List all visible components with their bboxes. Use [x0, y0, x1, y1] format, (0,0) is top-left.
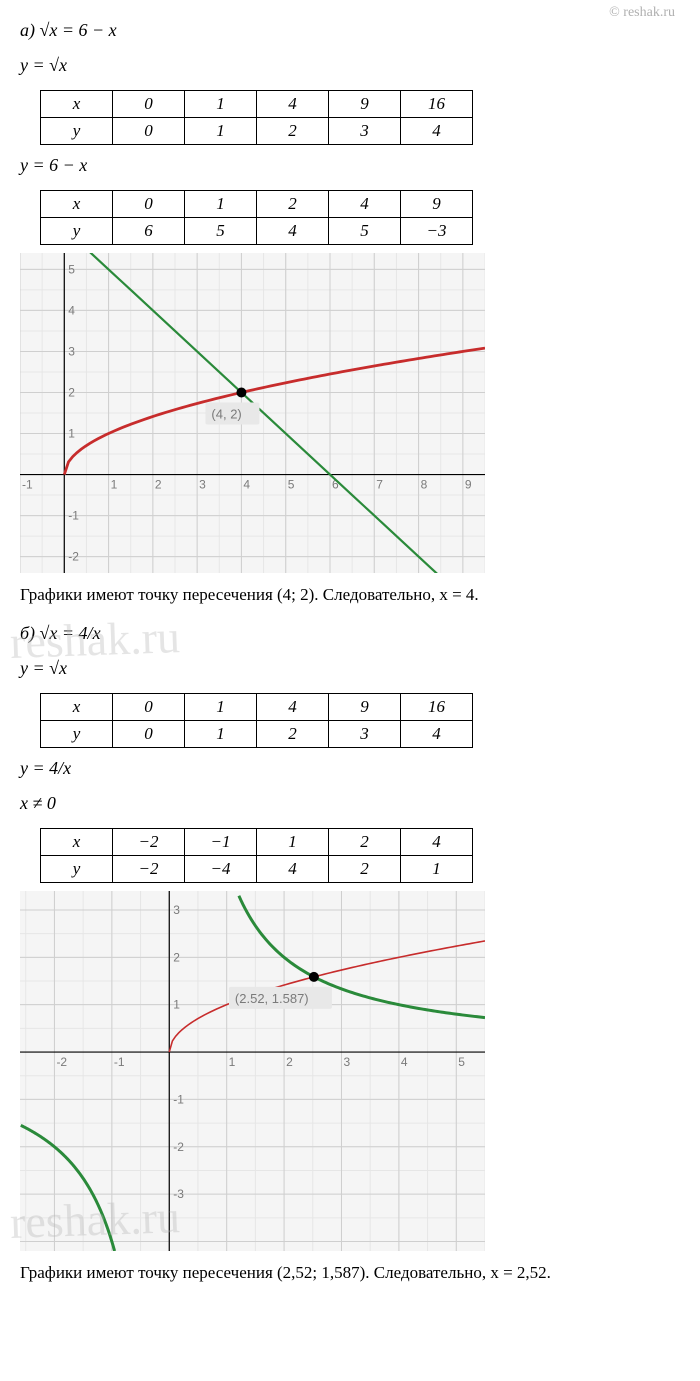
svg-text:9: 9: [465, 478, 472, 492]
part-b-constraint: x ≠ 0: [20, 793, 680, 814]
table-cell: 3: [329, 721, 401, 748]
watermark-top: © reshak.ru: [609, 5, 675, 21]
table-cell: 1: [185, 694, 257, 721]
table-cell: 0: [113, 191, 185, 218]
svg-text:1: 1: [229, 1055, 236, 1069]
svg-text:1: 1: [68, 427, 75, 441]
table-cell: x: [41, 91, 113, 118]
table-cell: y: [41, 856, 113, 883]
svg-text:2: 2: [286, 1055, 293, 1069]
table-cell: 3: [329, 118, 401, 145]
svg-text:4: 4: [243, 478, 250, 492]
part-b-table2: x−2−1124y−2−4421: [40, 828, 680, 883]
part-b-eq2: y = 4/x: [20, 758, 680, 779]
table-cell: 9: [401, 191, 473, 218]
svg-text:2: 2: [68, 385, 75, 399]
table-cell: y: [41, 218, 113, 245]
svg-text:2: 2: [155, 478, 162, 492]
svg-text:1: 1: [111, 478, 118, 492]
svg-text:5: 5: [458, 1055, 465, 1069]
svg-text:3: 3: [68, 344, 75, 358]
part-a-label: а) √x = 6 − x: [20, 20, 680, 41]
table-cell: 1: [401, 856, 473, 883]
svg-text:8: 8: [421, 478, 428, 492]
table-cell: 9: [329, 694, 401, 721]
svg-text:2: 2: [173, 950, 180, 964]
svg-text:-1: -1: [22, 478, 33, 492]
table-cell: 4: [257, 694, 329, 721]
svg-text:5: 5: [68, 262, 75, 276]
table-cell: 2: [257, 118, 329, 145]
table-cell: 2: [329, 856, 401, 883]
table-cell: 16: [401, 91, 473, 118]
table-cell: 4: [401, 118, 473, 145]
part-a-table2: x01249y6545−3: [40, 190, 680, 245]
table-cell: 4: [257, 91, 329, 118]
table-cell: y: [41, 721, 113, 748]
table-cell: −3: [401, 218, 473, 245]
part-b-eq1: y = √x: [20, 658, 680, 679]
table-cell: −1: [185, 829, 257, 856]
part-b-table1: x014916y01234: [40, 693, 680, 748]
svg-text:5: 5: [288, 478, 295, 492]
table-cell: 4: [329, 191, 401, 218]
part-b-chart: -2 -1 1 2 3 4 5 -3 -2 -1 1 2 3 (2.52, 1.587): [20, 891, 680, 1251]
svg-text:4: 4: [68, 303, 75, 317]
table-cell: 0: [113, 694, 185, 721]
table-cell: 2: [329, 829, 401, 856]
table-cell: −4: [185, 856, 257, 883]
table-cell: x: [41, 829, 113, 856]
svg-text:(2.52, 1.587): (2.52, 1.587): [235, 991, 309, 1006]
part-a-eq1: y = √x: [20, 55, 680, 76]
svg-text:4: 4: [401, 1055, 408, 1069]
svg-text:-2: -2: [56, 1055, 67, 1069]
svg-text:3: 3: [199, 478, 206, 492]
table-cell: 9: [329, 91, 401, 118]
svg-text:(4, 2): (4, 2): [211, 406, 241, 421]
table-cell: x: [41, 694, 113, 721]
svg-text:1: 1: [173, 998, 180, 1012]
svg-text:-3: -3: [173, 1187, 184, 1201]
table-cell: 5: [185, 218, 257, 245]
svg-text:-2: -2: [173, 1140, 184, 1154]
part-b-conclusion: Графики имеют точку пересечения (2,52; 1…: [20, 1263, 680, 1283]
table-cell: 4: [401, 829, 473, 856]
svg-text:7: 7: [376, 478, 383, 492]
table-cell: 1: [185, 721, 257, 748]
table-cell: 0: [113, 91, 185, 118]
table-cell: 2: [257, 721, 329, 748]
svg-text:3: 3: [343, 1055, 350, 1069]
part-b-label: б) √x = 4/x: [20, 623, 680, 644]
table-cell: −2: [113, 829, 185, 856]
table-cell: −2: [113, 856, 185, 883]
part-a-conclusion: Графики имеют точку пересечения (4; 2). …: [20, 585, 680, 605]
table-cell: y: [41, 118, 113, 145]
table-cell: 0: [113, 721, 185, 748]
table-cell: 16: [401, 694, 473, 721]
table-cell: 1: [185, 191, 257, 218]
table-cell: x: [41, 191, 113, 218]
table-cell: 1: [257, 829, 329, 856]
table-cell: 5: [329, 218, 401, 245]
svg-text:-1: -1: [173, 1092, 184, 1106]
table-cell: 4: [257, 218, 329, 245]
part-a-chart: -1123456789-2-112345(4, 2): [20, 253, 680, 573]
part-a-table1: x014916y01234: [40, 90, 680, 145]
table-cell: 2: [257, 191, 329, 218]
table-cell: 6: [113, 218, 185, 245]
svg-text:3: 3: [173, 903, 180, 917]
part-a-eq2: y = 6 − x: [20, 155, 680, 176]
svg-text:-1: -1: [114, 1055, 125, 1069]
table-cell: 1: [185, 118, 257, 145]
table-cell: 0: [113, 118, 185, 145]
svg-text:-1: -1: [68, 509, 79, 523]
table-cell: 1: [185, 91, 257, 118]
svg-text:-2: -2: [68, 550, 79, 564]
table-cell: 4: [401, 721, 473, 748]
table-cell: 4: [257, 856, 329, 883]
